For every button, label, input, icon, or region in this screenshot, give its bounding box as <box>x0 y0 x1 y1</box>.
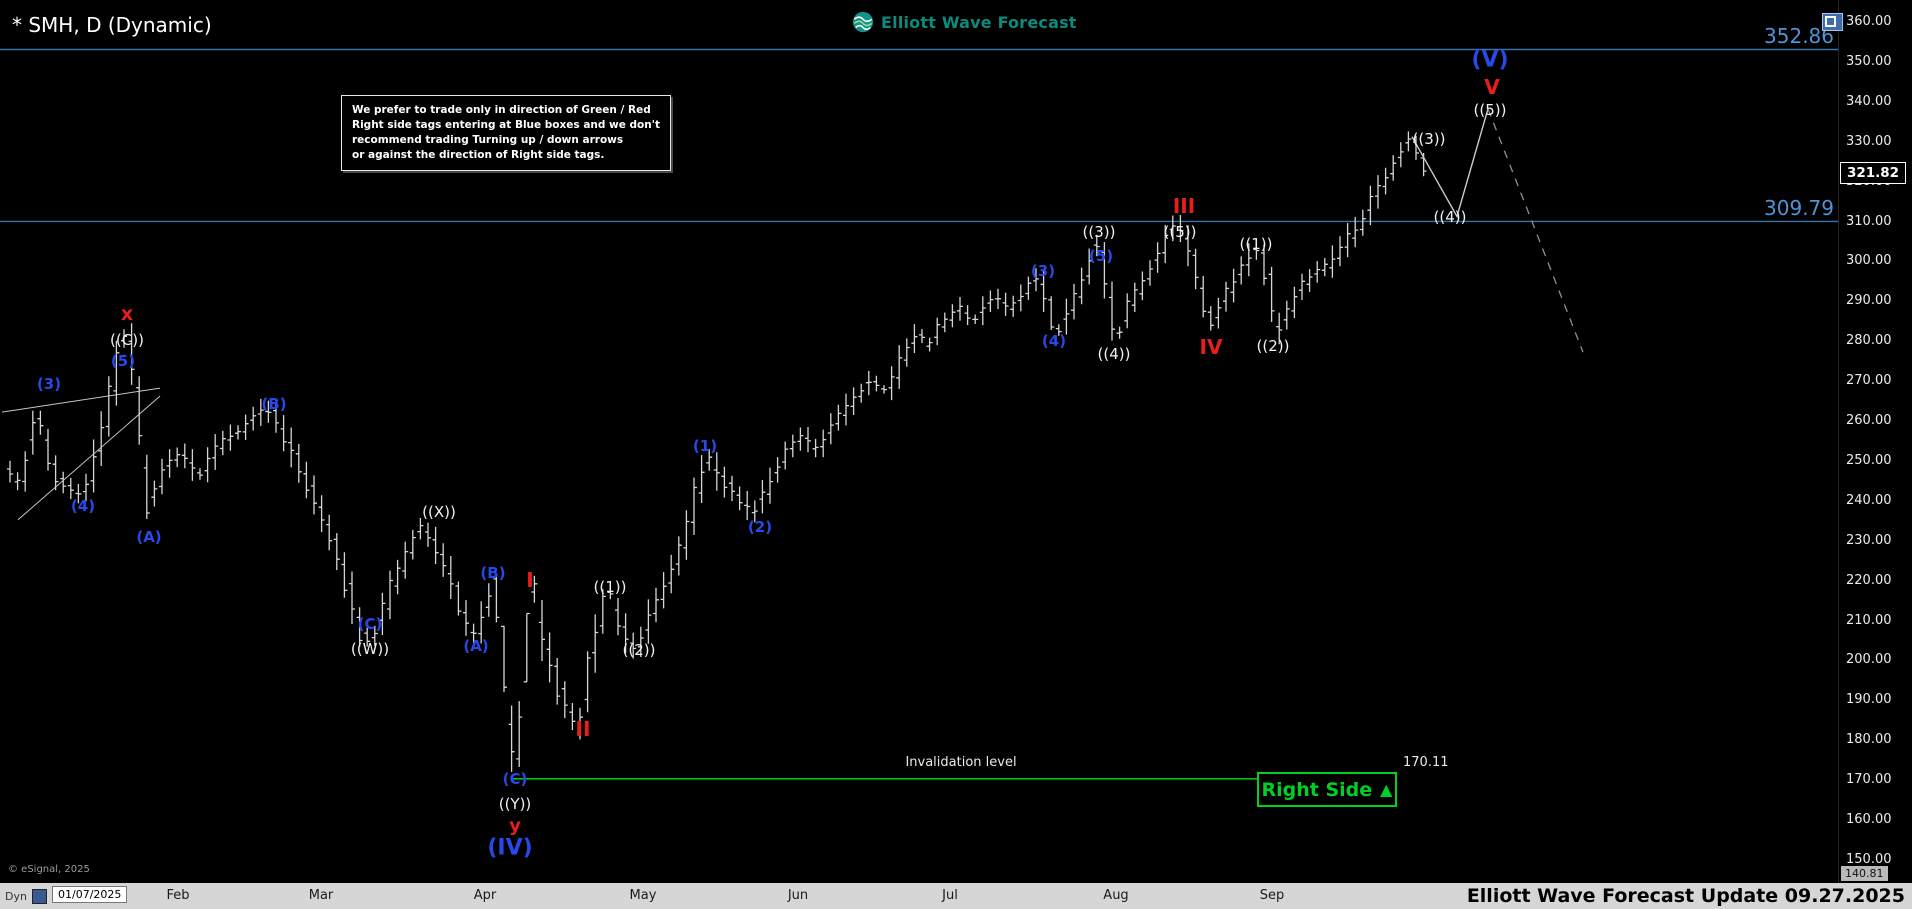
invalidation-label: Invalidation level <box>905 754 1017 770</box>
wave-label-1: (1) <box>692 437 718 455</box>
wave-label-A: (A) <box>463 637 489 655</box>
wave-label-2: ((2)) <box>1256 337 1290 355</box>
wave-label-C: (C) <box>502 770 528 788</box>
axis-tick-label: 310.00 <box>1846 213 1892 229</box>
axis-tick-label: 150.00 <box>1846 852 1892 867</box>
wave-label-3: (3) <box>1030 262 1056 280</box>
axis-tick-label: 190.00 <box>1846 692 1892 708</box>
elliott-wave-logo-icon <box>852 11 874 33</box>
wave-label-x: x <box>120 303 134 325</box>
axis-tick-label: 280.00 <box>1846 333 1892 349</box>
wave-label-4: (4) <box>70 497 96 515</box>
month-label: Apr <box>473 888 497 903</box>
axis-tick-label: 180.00 <box>1846 732 1892 748</box>
forecast-update-text: Elliott Wave Forecast Update 09.27.2025 <box>1466 885 1905 907</box>
wave-label-5: ((5)) <box>1163 223 1197 241</box>
wave-label-1: ((1)) <box>593 578 627 596</box>
price-axis[interactable]: 360.00350.00340.00330.00320.00310.00300.… <box>1838 0 1912 883</box>
axis-tick-label: 250.00 <box>1846 452 1892 468</box>
dyn-label: Dyn <box>5 890 27 903</box>
axis-tick-label: 340.00 <box>1846 93 1892 109</box>
date-field[interactable]: 01/07/2025 <box>52 886 128 903</box>
trading-note-box: We prefer to trade only in direction of … <box>341 95 671 171</box>
low-price-badge: 140.81 <box>1841 866 1888 881</box>
wave-label-3: ((3)) <box>1412 130 1446 148</box>
axis-tick-label: 240.00 <box>1846 492 1892 508</box>
wave-label-II: II <box>575 717 591 741</box>
axis-tick-label: 230.00 <box>1846 532 1892 548</box>
price-chart[interactable] <box>0 0 1912 883</box>
wave-label-4: ((4)) <box>1097 345 1131 363</box>
chart-title: * SMH, D (Dynamic) <box>12 13 212 37</box>
wave-label-IV: IV <box>1199 335 1223 359</box>
axis-tick-label: 210.00 <box>1846 612 1892 628</box>
wave-label-1: ((1)) <box>1239 235 1273 253</box>
wave-label-4: ((4)) <box>1433 208 1467 226</box>
right-side-label: Right Side <box>1261 778 1373 801</box>
wave-label-B: (B) <box>261 395 287 413</box>
wave-label-5: ((5)) <box>1473 101 1507 119</box>
wave-label-4: (4) <box>1041 332 1067 350</box>
axis-tick-label: 300.00 <box>1846 253 1892 269</box>
wave-label-W: ((W)) <box>350 640 390 658</box>
axis-tick-label: 200.00 <box>1846 652 1892 668</box>
wave-label-III: III <box>1172 194 1196 218</box>
axis-tick-label: 360.00 <box>1846 14 1892 29</box>
month-label: Jul <box>942 888 958 903</box>
note-line: recommend trading Turning up / down arro… <box>352 134 624 146</box>
wave-label-3: ((3)) <box>1082 223 1116 241</box>
wave-label-C: (C) <box>357 615 383 633</box>
wave-label-5: (5) <box>1088 247 1114 265</box>
axis-tick-label: 270.00 <box>1846 373 1892 389</box>
wave-label-3: (3) <box>36 375 62 393</box>
axis-tick-label: 220.00 <box>1846 572 1892 588</box>
chart-maximize-icon[interactable] <box>1822 13 1843 31</box>
wave-label-A: (A) <box>136 528 162 546</box>
wave-label-C: ((C)) <box>110 331 144 349</box>
axis-tick-label: 260.00 <box>1846 413 1892 429</box>
axis-tick-label: 170.00 <box>1846 772 1892 788</box>
month-label: May <box>629 888 657 903</box>
axis-tick-label: 160.00 <box>1846 812 1892 828</box>
note-line: Right side tags entering at Blue boxes a… <box>352 119 660 131</box>
month-label: Mar <box>308 888 334 903</box>
wave-label-IV: (IV) <box>487 835 533 861</box>
month-label: Feb <box>166 888 190 903</box>
wave-label-2: (2) <box>747 518 773 536</box>
wave-label-I: I <box>526 568 534 592</box>
wave-label-B: (B) <box>480 564 506 582</box>
wave-label-y: y <box>509 815 521 837</box>
wave-label-V: V <box>1484 75 1500 99</box>
note-line: or against the direction of Right side t… <box>352 149 605 161</box>
month-label: Sep <box>1259 888 1285 903</box>
current-price-badge: 321.82 <box>1840 162 1906 185</box>
level-label-lower: 309.79 <box>1764 196 1834 221</box>
right-side-tag: Right Side ▲ <box>1257 772 1397 807</box>
wave-label-Y: ((Y)) <box>498 795 532 813</box>
invalidation-value: 170.11 <box>1403 754 1449 770</box>
logo-text: Elliott Wave Forecast <box>881 12 1077 32</box>
axis-tick-label: 350.00 <box>1846 53 1892 69</box>
chart-link-icon[interactable] <box>32 889 47 904</box>
wave-label-2: ((2)) <box>622 641 656 659</box>
month-label: Jun <box>787 888 809 903</box>
time-axis[interactable]: Dyn 01/07/2025 Elliott Wave Forecast Upd… <box>0 883 1912 909</box>
wave-label-X: ((X)) <box>422 503 456 521</box>
wave-label-V: (V) <box>1471 47 1509 73</box>
elliott-wave-forecast-logo: Elliott Wave Forecast <box>852 11 1077 33</box>
esignal-copyright: © eSignal, 2025 <box>8 864 90 875</box>
axis-tick-label: 330.00 <box>1846 133 1892 149</box>
month-label: Aug <box>1103 888 1129 903</box>
up-arrow-icon: ▲ <box>1380 780 1393 799</box>
wave-label-5: (5) <box>110 352 136 370</box>
axis-tick-label: 290.00 <box>1846 293 1892 309</box>
note-line: We prefer to trade only in direction of … <box>352 104 651 116</box>
